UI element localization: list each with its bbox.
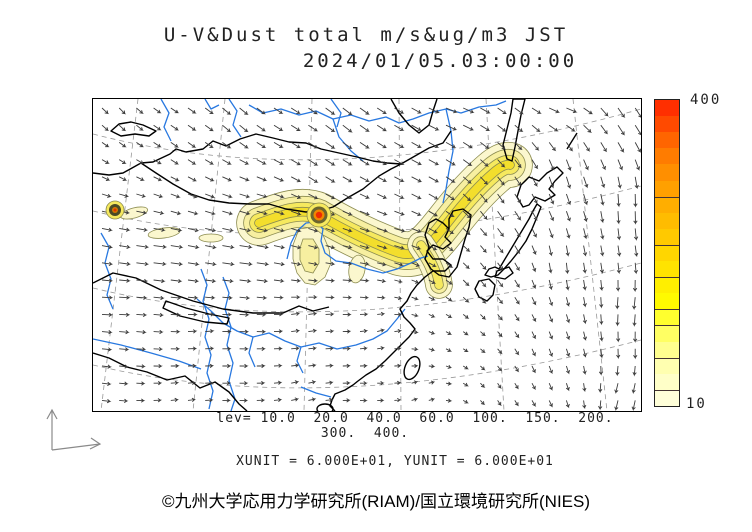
colorbar-min-label: 10 bbox=[686, 396, 707, 412]
colorbar-tick bbox=[655, 389, 679, 391]
colorbar-segment bbox=[655, 148, 679, 165]
axis-arrows-icon bbox=[46, 408, 102, 451]
colorbar-tick bbox=[655, 277, 679, 279]
colorbar-segment bbox=[655, 212, 679, 229]
map-timestamp: 2024/01/05.03:00:00 bbox=[302, 50, 578, 72]
colorbar-segment bbox=[655, 357, 679, 374]
colorbar-tick bbox=[655, 244, 679, 246]
colorbar-tick bbox=[655, 325, 679, 327]
colorbar-segment bbox=[655, 132, 679, 149]
colorbar-segment bbox=[655, 164, 679, 181]
contour-levels-label: lev= 10.0 20.0 40.0 60.0 100. 150. 200. bbox=[216, 411, 614, 426]
colorbar-tick bbox=[655, 309, 679, 311]
dust-hotspots-layer bbox=[105, 200, 332, 228]
colorbar-segment bbox=[655, 325, 679, 342]
map-canvas bbox=[93, 99, 641, 411]
colorbar-tick bbox=[655, 357, 679, 359]
colorbar-segment bbox=[655, 196, 679, 213]
colorbar-segment bbox=[655, 293, 679, 310]
colorbar-max-label: 400 bbox=[690, 92, 722, 108]
contour-levels-label-2: 300. 400. bbox=[320, 426, 410, 441]
colorbar-segment bbox=[655, 100, 679, 117]
vector-unit-label: XUNIT = 6.000E+01, YUNIT = 6.000E+01 bbox=[236, 454, 554, 469]
colorbar-segment bbox=[655, 261, 679, 278]
colorbar-segment bbox=[655, 309, 679, 326]
colorbar-segment bbox=[655, 228, 679, 245]
colorbar-segment bbox=[655, 180, 679, 197]
dust-map bbox=[92, 98, 642, 412]
colorbar-segment bbox=[655, 277, 679, 294]
colorbar bbox=[654, 99, 680, 407]
colorbar-segment bbox=[655, 341, 679, 358]
map-title: U-V&Dust total m/s&ug/m3 JST bbox=[163, 24, 569, 46]
copyright-text: ©九州大学応用力学研究所(RIAM)/国立環境研究所(NIES) bbox=[161, 492, 591, 511]
colorbar-segment bbox=[655, 389, 679, 407]
colorbar-segment bbox=[655, 373, 679, 390]
colorbar-segment bbox=[655, 244, 679, 262]
rivers-layer bbox=[93, 99, 507, 411]
colorbar-segment bbox=[655, 116, 679, 133]
colorbar-tick bbox=[655, 196, 679, 198]
